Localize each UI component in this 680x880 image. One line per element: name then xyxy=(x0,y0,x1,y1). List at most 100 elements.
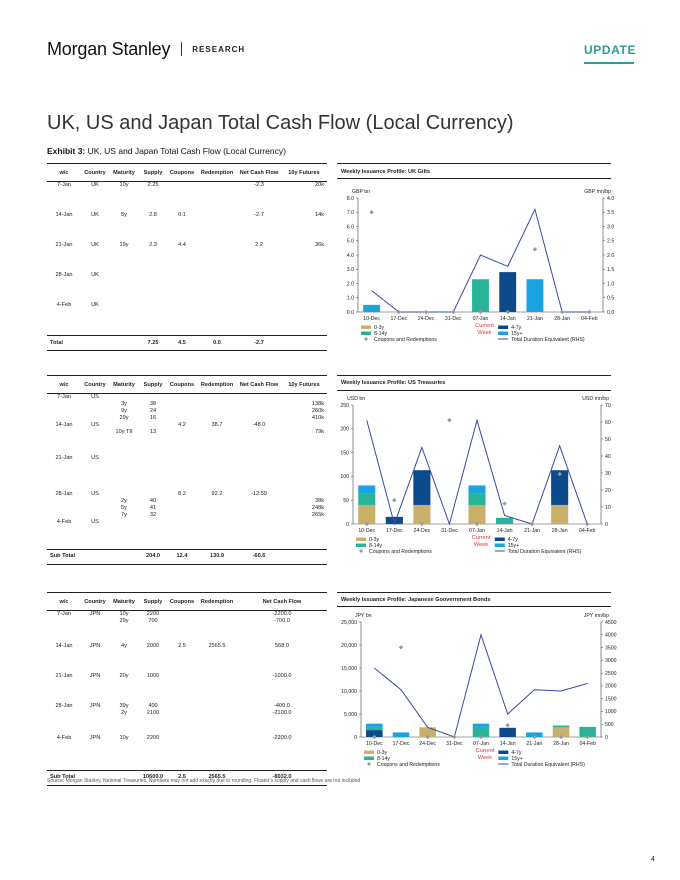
table-cell: 7-Jan xyxy=(57,182,71,188)
y-right-tick-label: 40 xyxy=(605,454,611,460)
table-cell xyxy=(237,394,281,402)
table-cell: 700 xyxy=(148,618,158,624)
table-row: 10y TII 13 79k xyxy=(47,429,327,455)
table-cell: Sub Total xyxy=(47,769,139,786)
right-axis-unit: GBP mn/bp xyxy=(584,189,611,195)
table-cell: 20k xyxy=(314,182,324,188)
table-row: 21-Jan US xyxy=(47,455,327,491)
y-tick-label: 3.0 xyxy=(347,267,354,273)
update-badge: UPDATE xyxy=(584,43,637,57)
table-cell xyxy=(281,491,327,498)
jp-chart-title: Weekly Issuance Profile: Japanese Goover… xyxy=(341,597,491,603)
table-cell: 5y xyxy=(121,505,127,511)
table-cell xyxy=(197,272,237,302)
table-cell: UK xyxy=(91,211,99,218)
bar-segment xyxy=(413,470,431,505)
bar-segment xyxy=(363,304,381,312)
y-tick-label: 0 xyxy=(346,522,349,528)
legend-15y: 15y+ xyxy=(511,331,522,337)
table-row: 21-Jan JPN 20y 1000 -1000.0 xyxy=(47,673,327,703)
left-axis-unit: JPY bn xyxy=(355,613,372,619)
table-cell: 10y xyxy=(119,611,129,617)
jp-chart-title-rule xyxy=(337,606,611,607)
bar-segment xyxy=(472,279,489,312)
y-tick-label: 6.0 xyxy=(347,224,354,230)
legend-swatch xyxy=(494,537,505,541)
table-cell xyxy=(197,611,237,619)
x-tick-label: 24-Dec xyxy=(414,528,431,534)
table-cell xyxy=(281,302,327,332)
exhibit-label: Exhibit 3: xyxy=(47,146,86,156)
table-cell: -1000.0 xyxy=(272,673,292,679)
y-tick-label: 2.0 xyxy=(347,281,354,287)
table-row: 7-Jan US xyxy=(47,394,327,402)
column-header: Country xyxy=(81,592,109,611)
table-cell: 4-Feb xyxy=(56,301,72,308)
coupon-marker xyxy=(558,734,564,740)
y-right-tick-label: 60 xyxy=(605,420,611,426)
table-cell: UK xyxy=(91,271,99,278)
table-header-row: w/c Country Maturity Supply Coupons Redemptio… xyxy=(47,592,328,611)
uk-chart-title-rule xyxy=(337,178,611,179)
jp-chart-top-rule xyxy=(337,592,611,593)
y-tick-label: 7.0 xyxy=(347,210,354,216)
legend-swatch xyxy=(498,756,509,760)
table-cell xyxy=(197,302,237,332)
coupon-marker xyxy=(559,309,565,315)
table-cell: 2100 xyxy=(146,710,160,716)
current-week-annotation: Current xyxy=(475,323,494,329)
table-cell: -2.3 xyxy=(254,182,264,188)
x-tick-label: 17-Dec xyxy=(386,528,403,534)
jp-cash-flow-table: w/c Country Maturity Supply Coupons Redemptio… xyxy=(47,592,328,786)
legend-marker xyxy=(364,337,368,341)
table-cell xyxy=(281,455,327,491)
coupon-marker xyxy=(396,309,402,315)
legend-duration: Total Duration Equivalent (RHS) xyxy=(508,549,582,555)
table-cell xyxy=(197,505,237,512)
table-row: 29y 700 -700.0 xyxy=(47,618,327,643)
table-cell: 2565.5 xyxy=(208,643,226,649)
us-cash-flow-table: w/c Country Maturity Supply Coupons Redemptio… xyxy=(47,375,327,565)
legend-marker xyxy=(359,549,363,553)
x-tick-label: 28-Jan xyxy=(554,316,570,322)
y-right-tick-label: 0.0 xyxy=(607,310,614,316)
table-cell xyxy=(167,505,197,512)
table-cell: -2.7 xyxy=(237,335,281,351)
table-cell: 400 xyxy=(148,703,158,709)
table-cell xyxy=(81,408,109,415)
table-cell: -2200.0 xyxy=(272,735,292,741)
table-cell: 10y TII xyxy=(115,429,133,435)
table-cell: 14-Jan xyxy=(55,643,73,649)
table-cell xyxy=(81,505,109,512)
y-right-tick-label: 70 xyxy=(605,403,611,409)
table-header-row: w/c Country Maturity Supply Coupons Redemptio… xyxy=(47,375,327,394)
table-total-row: Total 7.25 4.5 0.0 -2.7 xyxy=(47,335,327,351)
table-row: 7y 32 265k xyxy=(47,512,327,519)
morgan-stanley-logo: Morgan Stanley xyxy=(47,38,171,59)
coupon-marker xyxy=(474,521,480,527)
source-note: Source: Morgan Stanley, National Treasur… xyxy=(47,778,361,784)
x-tick-label: 14-Jan xyxy=(497,528,513,534)
us-treasuries-chart: USD bn USD mn/bp 0 50 100 150 200 250 0 10 20 30 40 5… xyxy=(340,396,611,555)
bar-segment xyxy=(419,727,436,737)
y-right-tick-label: 10 xyxy=(605,505,611,511)
table-cell xyxy=(281,272,327,302)
x-tick-label: 21-Jan xyxy=(527,316,543,322)
y-right-tick-label: 4500 xyxy=(605,620,617,626)
table-cell: US xyxy=(91,519,99,525)
coupon-marker xyxy=(532,734,537,740)
legend-0-3y: 0-3y xyxy=(377,750,387,756)
legend-swatch xyxy=(361,325,371,329)
table-cell: 204.0 xyxy=(139,548,167,565)
table-cell: 2.5 xyxy=(167,769,197,786)
table-cell: 10600.0 xyxy=(139,769,167,786)
table-row: 29y 16 410k xyxy=(47,415,327,422)
page-number: 4 xyxy=(651,856,655,863)
bar-segment xyxy=(366,723,383,727)
coupon-marker xyxy=(532,247,538,252)
table-cell xyxy=(197,408,237,415)
x-tick-label: 10-Dec xyxy=(363,316,380,322)
table-cell: 39y xyxy=(119,703,129,709)
x-tick-label: 10-Dec xyxy=(358,528,375,534)
legend-coupons: Coupons and Redemptions xyxy=(369,549,432,555)
